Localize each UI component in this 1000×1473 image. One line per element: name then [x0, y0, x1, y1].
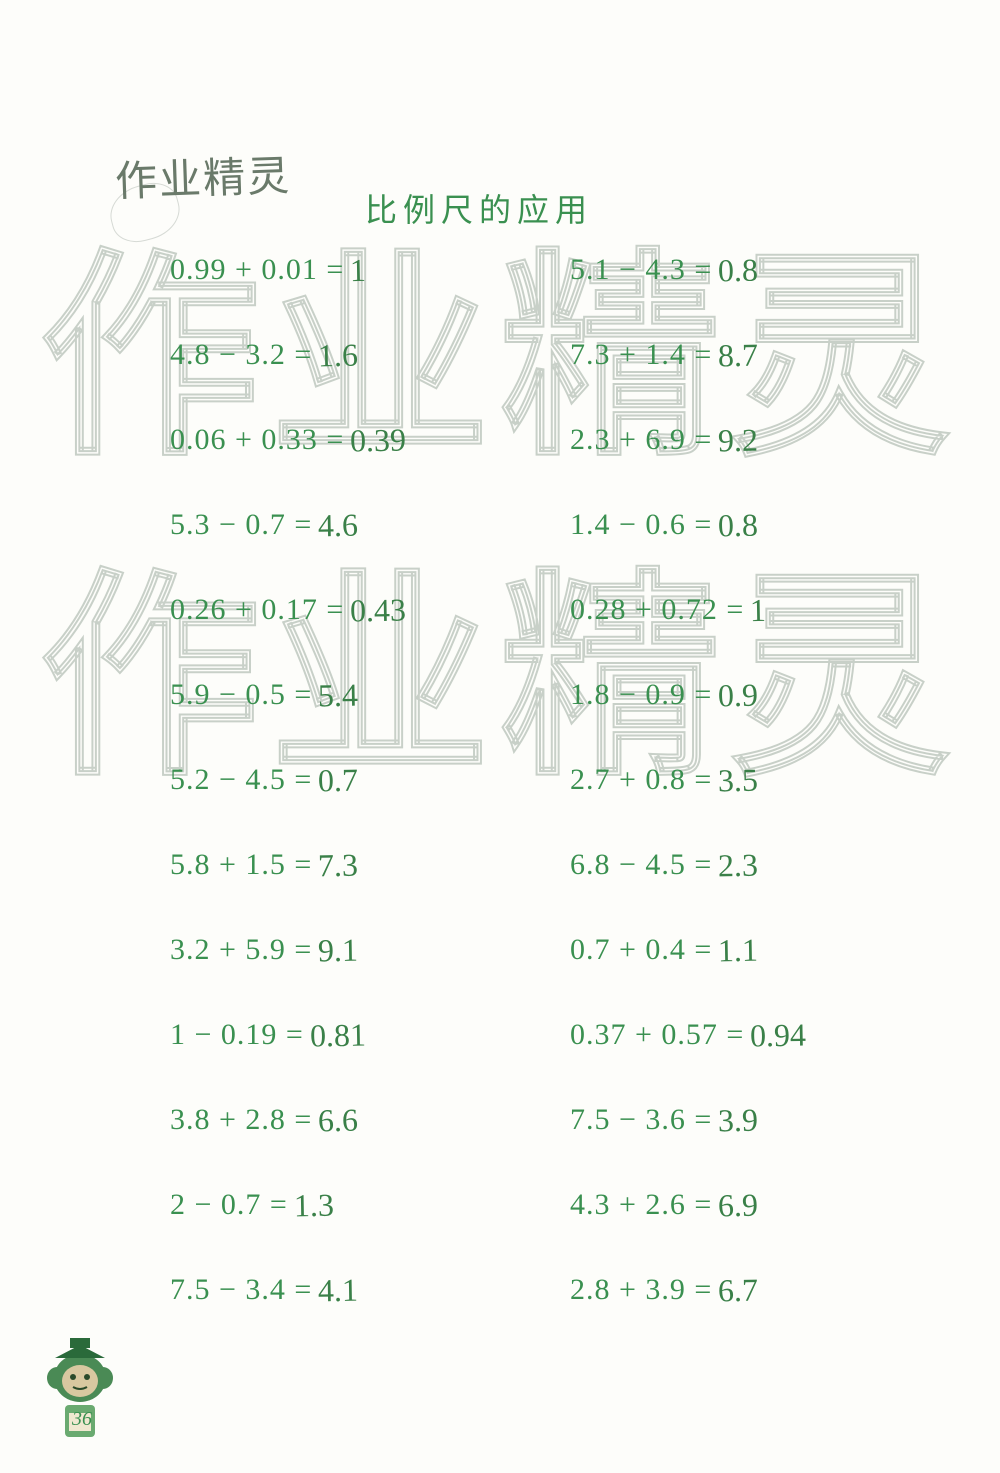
header: 作业精灵 比例尺的应用 — [60, 90, 940, 200]
problem-row: 0.99 + 0.01 =15.1 − 4.3 =0.8 — [170, 250, 950, 287]
problem-row: 4.8 − 3.2 =1.67.3 + 1.4 =8.7 — [170, 335, 950, 372]
expression: 4.3 + 2.6 = — [570, 1188, 712, 1222]
expression: 6.8 − 4.5 = — [570, 848, 712, 882]
handwritten-answer: 0.39 — [350, 422, 407, 460]
problem-cell-left: 5.3 − 0.7 =4.6 — [170, 505, 570, 542]
expression: 0.37 + 0.57 = — [570, 1018, 744, 1052]
handwritten-answer: 1.3 — [294, 1187, 335, 1225]
problem-row: 5.9 − 0.5 =5.41.8 − 0.9 =0.9 — [170, 675, 950, 712]
expression: 0.28 + 0.72 = — [570, 593, 744, 627]
expression: 5.3 − 0.7 = — [170, 508, 312, 542]
expression: 5.8 + 1.5 = — [170, 848, 312, 882]
expression: 0.26 + 0.17 = — [170, 593, 344, 627]
problem-row: 7.5 − 3.4 =4.12.8 + 3.9 =6.7 — [170, 1270, 950, 1307]
section-title: 比例尺的应用 — [365, 185, 593, 231]
problem-cell-left: 5.2 − 4.5 =0.7 — [170, 760, 570, 797]
handwritten-answer: 1 — [750, 592, 767, 629]
problem-cell-left: 3.8 + 2.8 =6.6 — [170, 1100, 570, 1137]
handwritten-answer: 6.6 — [318, 1102, 359, 1140]
problem-cell-left: 2 − 0.7 =1.3 — [170, 1185, 570, 1222]
handwritten-answer: 4.1 — [318, 1272, 359, 1310]
expression: 1.4 − 0.6 = — [570, 508, 712, 542]
expression: 1.8 − 0.9 = — [570, 678, 712, 712]
problem-cell-left: 0.26 + 0.17 =0.43 — [170, 590, 570, 627]
problem-row: 5.8 + 1.5 =7.36.8 − 4.5 =2.3 — [170, 845, 950, 882]
problem-row: 3.2 + 5.9 =9.10.7 + 0.4 =1.1 — [170, 930, 950, 967]
problem-cell-right: 2.7 + 0.8 =3.5 — [570, 760, 950, 797]
problem-cell-left: 0.06 + 0.33 =0.39 — [170, 420, 570, 457]
expression: 7.3 + 1.4 = — [570, 338, 712, 372]
handwritten-answer: 1.6 — [318, 337, 359, 375]
problem-cell-right: 1.8 − 0.9 =0.9 — [570, 675, 950, 712]
problem-cell-right: 0.28 + 0.72 =1 — [570, 590, 950, 627]
problem-row: 5.2 − 4.5 =0.72.7 + 0.8 =3.5 — [170, 760, 950, 797]
problem-row: 0.26 + 0.17 =0.430.28 + 0.72 =1 — [170, 590, 950, 627]
expression: 2.8 + 3.9 = — [570, 1273, 712, 1307]
problem-cell-right: 6.8 − 4.5 =2.3 — [570, 845, 950, 882]
problem-cell-right: 2.3 + 6.9 =9.2 — [570, 420, 950, 457]
problem-row: 2 − 0.7 =1.34.3 + 2.6 =6.9 — [170, 1185, 950, 1222]
handwritten-answer: 2.3 — [718, 847, 759, 885]
problem-row: 3.8 + 2.8 =6.67.5 − 3.6 =3.9 — [170, 1100, 950, 1137]
problem-row: 0.06 + 0.33 =0.392.3 + 6.9 =9.2 — [170, 420, 950, 457]
handwritten-answer: 0.8 — [718, 252, 759, 290]
handwritten-answer: 0.94 — [750, 1017, 807, 1055]
problem-cell-left: 5.9 − 0.5 =5.4 — [170, 675, 570, 712]
worksheet-page: 作业 精灵 作业 精灵 作业精灵 比例尺的应用 0.99 + 0.01 =15.… — [0, 0, 1000, 1473]
expression: 7.5 − 3.6 = — [570, 1103, 712, 1137]
expression: 0.7 + 0.4 = — [570, 933, 712, 967]
problem-cell-right: 1.4 − 0.6 =0.8 — [570, 505, 950, 542]
problem-cell-left: 1 − 0.19 =0.81 — [170, 1015, 570, 1052]
handwritten-answer: 0.9 — [718, 677, 759, 715]
handwritten-answer: 6.9 — [718, 1187, 759, 1225]
problem-cell-left: 0.99 + 0.01 =1 — [170, 250, 570, 287]
handwritten-answer: 0.81 — [310, 1017, 367, 1055]
problem-row: 5.3 − 0.7 =4.61.4 − 0.6 =0.8 — [170, 505, 950, 542]
problem-cell-right: 2.8 + 3.9 =6.7 — [570, 1270, 950, 1307]
problem-cell-right: 4.3 + 2.6 =6.9 — [570, 1185, 950, 1222]
problem-cell-right: 7.5 − 3.6 =3.9 — [570, 1100, 950, 1137]
page-number: 36 — [72, 1408, 92, 1431]
handwritten-answer: 1 — [350, 252, 367, 289]
handwritten-answer: 0.7 — [318, 762, 359, 800]
handwritten-answer: 8.7 — [718, 337, 759, 375]
brand-title: 作业精灵 — [114, 142, 292, 209]
handwritten-answer: 9.1 — [318, 932, 359, 970]
expression: 0.99 + 0.01 = — [170, 253, 344, 287]
expression: 4.8 − 3.2 = — [170, 338, 312, 372]
expression: 0.06 + 0.33 = — [170, 423, 344, 457]
expression: 2 − 0.7 = — [170, 1188, 288, 1222]
expression: 2.7 + 0.8 = — [570, 763, 712, 797]
expression: 1 − 0.19 = — [170, 1018, 304, 1052]
problems-grid: 0.99 + 0.01 =15.1 − 4.3 =0.84.8 − 3.2 =1… — [170, 250, 950, 1355]
expression: 3.2 + 5.9 = — [170, 933, 312, 967]
handwritten-answer: 3.9 — [718, 1102, 759, 1140]
handwritten-answer: 1.1 — [718, 932, 759, 970]
expression: 5.1 − 4.3 = — [570, 253, 712, 287]
handwritten-answer: 9.2 — [718, 422, 759, 460]
problem-cell-left: 3.2 + 5.9 =9.1 — [170, 930, 570, 967]
expression: 2.3 + 6.9 = — [570, 423, 712, 457]
handwritten-answer: 6.7 — [718, 1272, 759, 1310]
handwritten-answer: 0.8 — [718, 507, 759, 545]
problem-cell-right: 5.1 − 4.3 =0.8 — [570, 250, 950, 287]
problem-cell-left: 7.5 − 3.4 =4.1 — [170, 1270, 570, 1307]
problem-cell-left: 5.8 + 1.5 =7.3 — [170, 845, 570, 882]
expression: 7.5 − 3.4 = — [170, 1273, 312, 1307]
handwritten-answer: 5.4 — [318, 677, 359, 715]
problem-cell-left: 4.8 − 3.2 =1.6 — [170, 335, 570, 372]
handwritten-answer: 4.6 — [318, 507, 359, 545]
problem-cell-right: 7.3 + 1.4 =8.7 — [570, 335, 950, 372]
problem-cell-right: 0.37 + 0.57 =0.94 — [570, 1015, 950, 1052]
expression: 5.2 − 4.5 = — [170, 763, 312, 797]
handwritten-answer: 0.43 — [350, 592, 407, 630]
expression: 5.9 − 0.5 = — [170, 678, 312, 712]
handwritten-answer: 7.3 — [318, 847, 359, 885]
problem-cell-right: 0.7 + 0.4 =1.1 — [570, 930, 950, 967]
problem-row: 1 − 0.19 =0.810.37 + 0.57 =0.94 — [170, 1015, 950, 1052]
expression: 3.8 + 2.8 = — [170, 1103, 312, 1137]
handwritten-answer: 3.5 — [718, 762, 759, 800]
